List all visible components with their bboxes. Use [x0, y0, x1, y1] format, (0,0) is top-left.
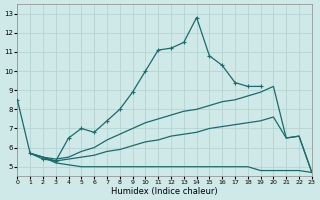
X-axis label: Humidex (Indice chaleur): Humidex (Indice chaleur): [111, 187, 218, 196]
